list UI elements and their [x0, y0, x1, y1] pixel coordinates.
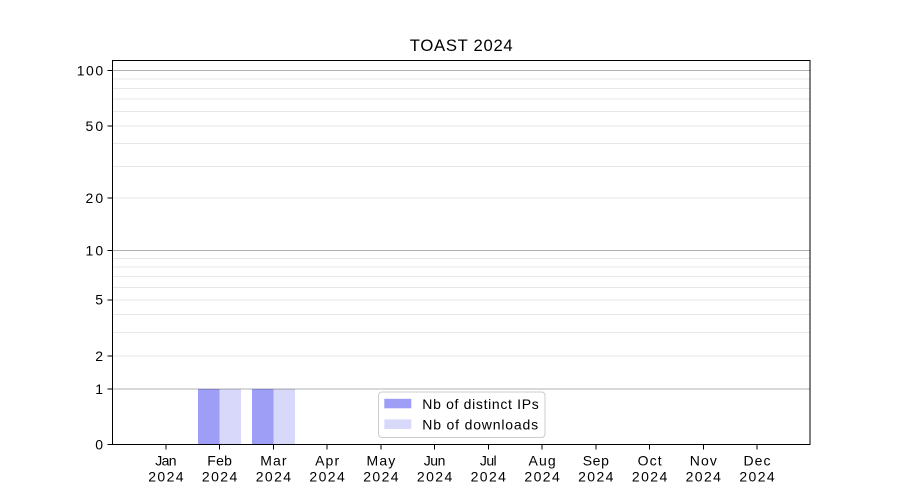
- svg-text:Feb: Feb: [207, 452, 232, 468]
- svg-text:2024: 2024: [471, 468, 507, 484]
- svg-text:Nb of downloads: Nb of downloads: [422, 417, 538, 433]
- svg-text:2024: 2024: [632, 468, 668, 484]
- svg-text:2: 2: [95, 348, 103, 364]
- svg-text:Dec: Dec: [744, 452, 771, 468]
- svg-text:2024: 2024: [148, 468, 184, 484]
- svg-text:TOAST 2024: TOAST 2024: [410, 36, 513, 55]
- svg-text:2024: 2024: [686, 468, 722, 484]
- svg-text:10: 10: [86, 242, 104, 258]
- svg-text:Jul: Jul: [480, 452, 497, 468]
- svg-text:50: 50: [86, 118, 104, 134]
- svg-text:0: 0: [95, 436, 103, 452]
- svg-text:Jan: Jan: [155, 452, 176, 468]
- svg-text:2024: 2024: [309, 468, 345, 484]
- svg-text:Mar: Mar: [260, 452, 287, 468]
- svg-text:2024: 2024: [256, 468, 292, 484]
- svg-text:2024: 2024: [578, 468, 614, 484]
- svg-text:Oct: Oct: [638, 452, 662, 468]
- svg-text:2024: 2024: [202, 468, 238, 484]
- svg-text:May: May: [367, 452, 396, 468]
- svg-text:Nb of distinct IPs: Nb of distinct IPs: [422, 396, 538, 412]
- svg-text:Apr: Apr: [315, 452, 339, 468]
- svg-text:Sep: Sep: [583, 452, 609, 468]
- svg-text:Aug: Aug: [529, 452, 556, 468]
- svg-text:2024: 2024: [524, 468, 560, 484]
- svg-text:100: 100: [77, 62, 104, 78]
- svg-text:Jun: Jun: [424, 452, 446, 468]
- svg-text:Nov: Nov: [690, 452, 717, 468]
- svg-text:5: 5: [95, 292, 103, 308]
- svg-text:2024: 2024: [739, 468, 775, 484]
- svg-text:1: 1: [95, 381, 103, 397]
- svg-text:20: 20: [86, 190, 104, 206]
- svg-text:2024: 2024: [363, 468, 399, 484]
- svg-text:2024: 2024: [417, 468, 453, 484]
